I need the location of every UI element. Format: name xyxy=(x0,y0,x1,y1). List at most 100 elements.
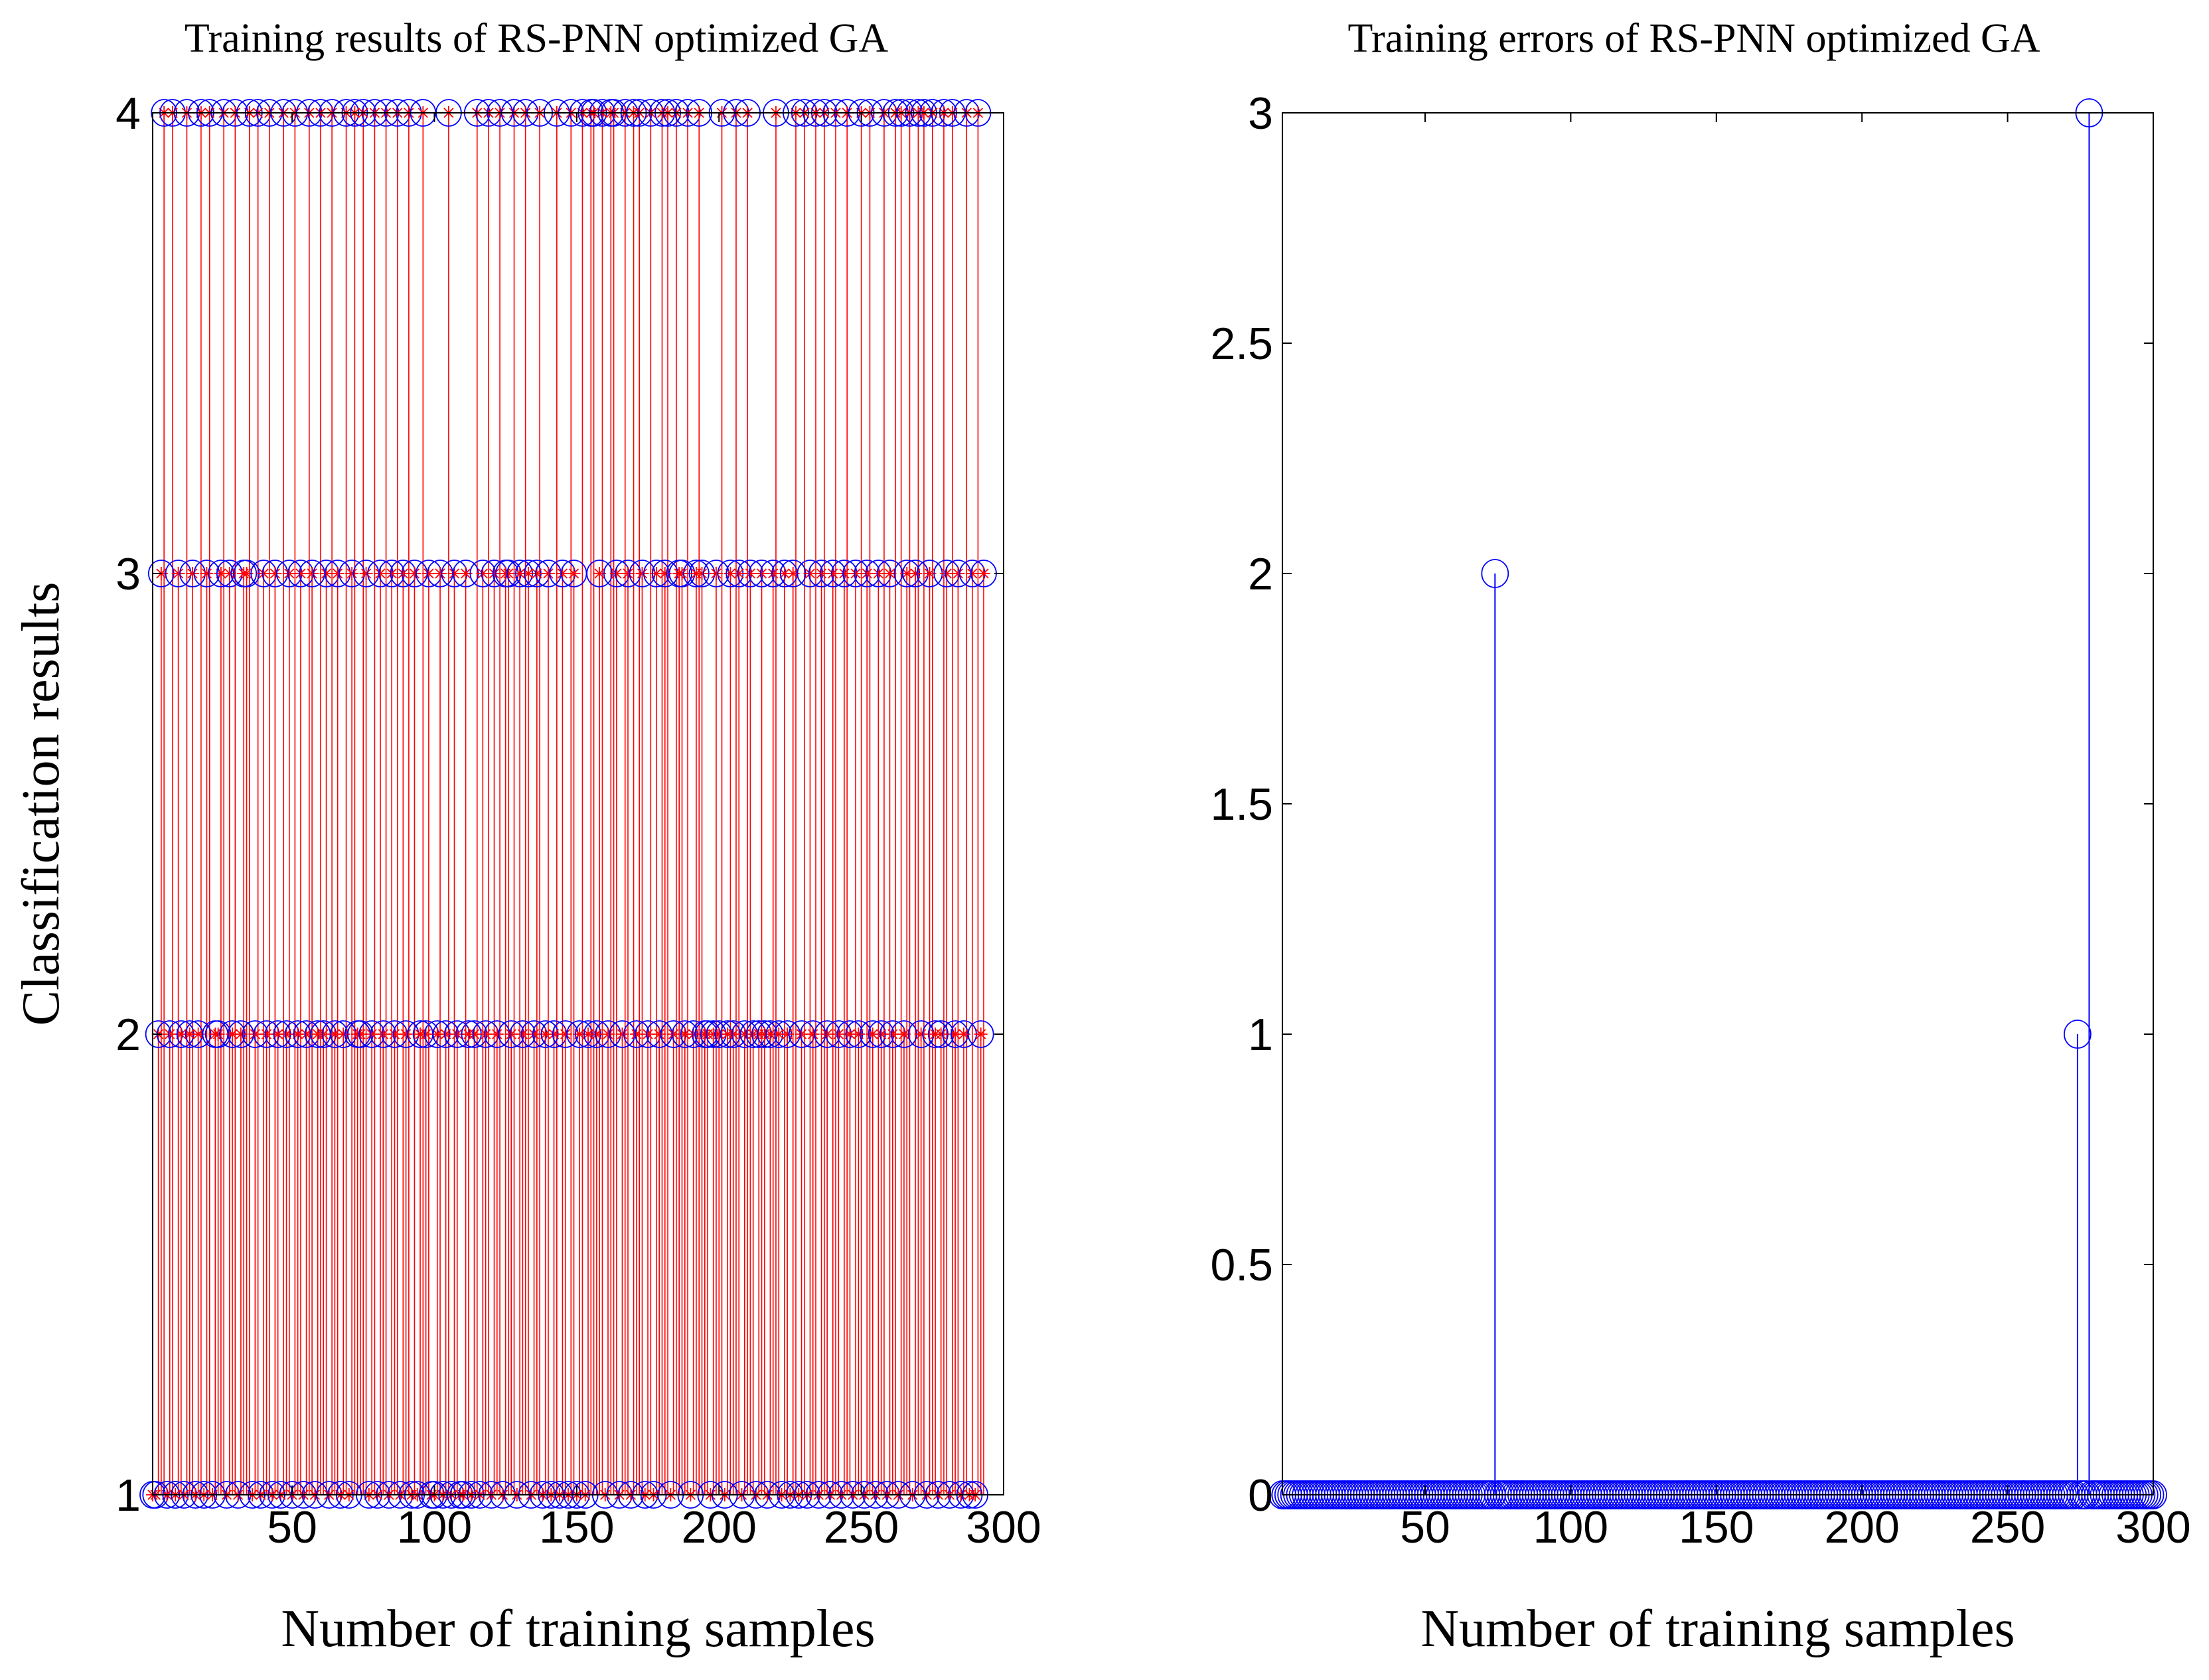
marker-predicted-d2 xyxy=(816,568,827,579)
marker-predicted xyxy=(359,567,373,580)
marker-predicted-d2 xyxy=(796,1029,807,1039)
left-xtick-label: 200 xyxy=(682,1502,757,1553)
marker-predicted-d2 xyxy=(756,568,767,579)
marker-predicted-d2 xyxy=(216,568,226,579)
marker-predicted-d2 xyxy=(360,568,372,579)
marker-predicted-d2 xyxy=(540,1029,551,1039)
left-markers xyxy=(139,99,997,1509)
marker-predicted xyxy=(956,1028,970,1041)
marker-predicted-d2 xyxy=(941,568,952,579)
marker-predicted xyxy=(541,567,555,580)
marker-predicted-d2 xyxy=(728,1029,739,1039)
marker-predicted xyxy=(832,1028,846,1041)
marker-predicted-d2 xyxy=(409,568,420,579)
marker-predicted-d2 xyxy=(176,1029,187,1039)
marker-predicted xyxy=(200,567,214,580)
marker-predicted-d2 xyxy=(668,1029,679,1039)
marker-predicted-d2 xyxy=(481,1029,491,1039)
marker-predicted-d2 xyxy=(273,1029,283,1039)
marker-predicted-d2 xyxy=(269,568,281,579)
marker-predicted-d2 xyxy=(976,1029,986,1039)
marker-predicted xyxy=(433,567,447,580)
marker-predicted-d2 xyxy=(714,1029,724,1039)
marker-actual xyxy=(922,1020,949,1048)
marker-predicted xyxy=(234,1028,248,1041)
marker-predicted-d2 xyxy=(333,568,343,579)
marker-predicted-d2 xyxy=(591,1029,602,1039)
marker-predicted-d2 xyxy=(696,568,708,579)
marker-predicted-d2 xyxy=(773,1029,784,1039)
marker-predicted-d2 xyxy=(173,568,184,579)
marker-predicted-d2 xyxy=(400,1029,412,1039)
marker-predicted xyxy=(567,567,581,580)
marker-predicted-d2 xyxy=(301,1029,312,1039)
marker-predicted-d2 xyxy=(711,568,722,579)
marker-predicted xyxy=(527,1028,541,1041)
marker-predicted-d2 xyxy=(389,1029,400,1039)
marker-predicted xyxy=(476,567,490,580)
marker-predicted-d2 xyxy=(440,1029,451,1039)
marker-predicted-d2 xyxy=(532,568,542,579)
marker-predicted xyxy=(709,567,723,580)
marker-predicted-d2 xyxy=(952,568,964,579)
marker-predicted-d2 xyxy=(523,568,534,579)
marker-predicted-d2 xyxy=(366,1029,377,1039)
marker-predicted-d2 xyxy=(958,1029,969,1039)
marker-predicted xyxy=(490,1028,504,1041)
marker-predicted-d2 xyxy=(745,568,756,579)
marker-predicted-d2 xyxy=(899,1029,909,1039)
marker-predicted xyxy=(558,1028,572,1041)
marker-predicted-d2 xyxy=(503,568,514,579)
marker-predicted xyxy=(695,567,709,580)
marker-predicted xyxy=(399,1028,413,1041)
marker-predicted-d2 xyxy=(901,568,912,579)
marker-predicted-d2 xyxy=(560,1029,571,1039)
marker-predicted xyxy=(652,1028,666,1041)
marker-predicted-d2 xyxy=(307,568,317,579)
marker-predicted-d2 xyxy=(910,568,921,579)
marker-predicted-d2 xyxy=(185,1029,195,1039)
marker-predicted-d2 xyxy=(833,1029,844,1039)
marker-predicted xyxy=(649,567,663,580)
marker-predicted-d2 xyxy=(236,1029,246,1039)
marker-predicted-d2 xyxy=(192,1029,204,1039)
marker-predicted-d2 xyxy=(978,568,989,579)
marker-predicted-d2 xyxy=(850,568,861,579)
marker-predicted-d2 xyxy=(725,568,736,579)
marker-predicted-d2 xyxy=(224,568,235,579)
marker-predicted-d2 xyxy=(346,568,357,579)
marker-predicted xyxy=(419,1028,433,1041)
marker-predicted-d2 xyxy=(643,1029,653,1039)
marker-predicted-d2 xyxy=(853,1029,864,1039)
marker-predicted-d2 xyxy=(201,568,212,579)
marker-predicted-d2 xyxy=(936,1029,947,1039)
marker-predicted-d2 xyxy=(828,568,838,579)
chart-right-xlabel: Number of training samples xyxy=(1420,1600,2015,1658)
chart-left-axes-box xyxy=(152,112,1004,1495)
marker-predicted-d2 xyxy=(868,1029,878,1039)
right-ytick-label: 0 xyxy=(1248,1470,1273,1521)
marker-predicted-d2 xyxy=(651,568,662,579)
right-xtick-label: 250 xyxy=(1970,1502,2045,1553)
marker-predicted-d2 xyxy=(660,568,670,579)
marker-predicted-d2 xyxy=(281,1029,292,1039)
marker-predicted-d2 xyxy=(506,1029,516,1039)
chart-right-axes-box xyxy=(1282,112,2154,1495)
marker-predicted-d2 xyxy=(423,568,434,579)
marker-predicted-d2 xyxy=(321,568,332,579)
marker-predicted-d2 xyxy=(967,568,978,579)
marker-predicted xyxy=(934,1028,948,1041)
left-ytick-label: 3 xyxy=(115,549,141,599)
marker-predicted-d2 xyxy=(733,568,744,579)
right-ytick-label: 2 xyxy=(1248,549,1273,599)
marker-predicted xyxy=(923,567,937,580)
right-xtick-label: 150 xyxy=(1679,1502,1754,1553)
left-xtick-label: 150 xyxy=(539,1502,614,1553)
marker-predicted-d2 xyxy=(924,568,935,579)
marker-predicted-d2 xyxy=(808,1029,818,1039)
right-ytick-label: 1.5 xyxy=(1210,779,1273,830)
right-xtick-label: 50 xyxy=(1400,1502,1450,1553)
error-marker-nonzero xyxy=(1481,559,1509,588)
marker-predicted-d2 xyxy=(779,568,790,579)
marker-predicted-d2 xyxy=(804,568,816,579)
